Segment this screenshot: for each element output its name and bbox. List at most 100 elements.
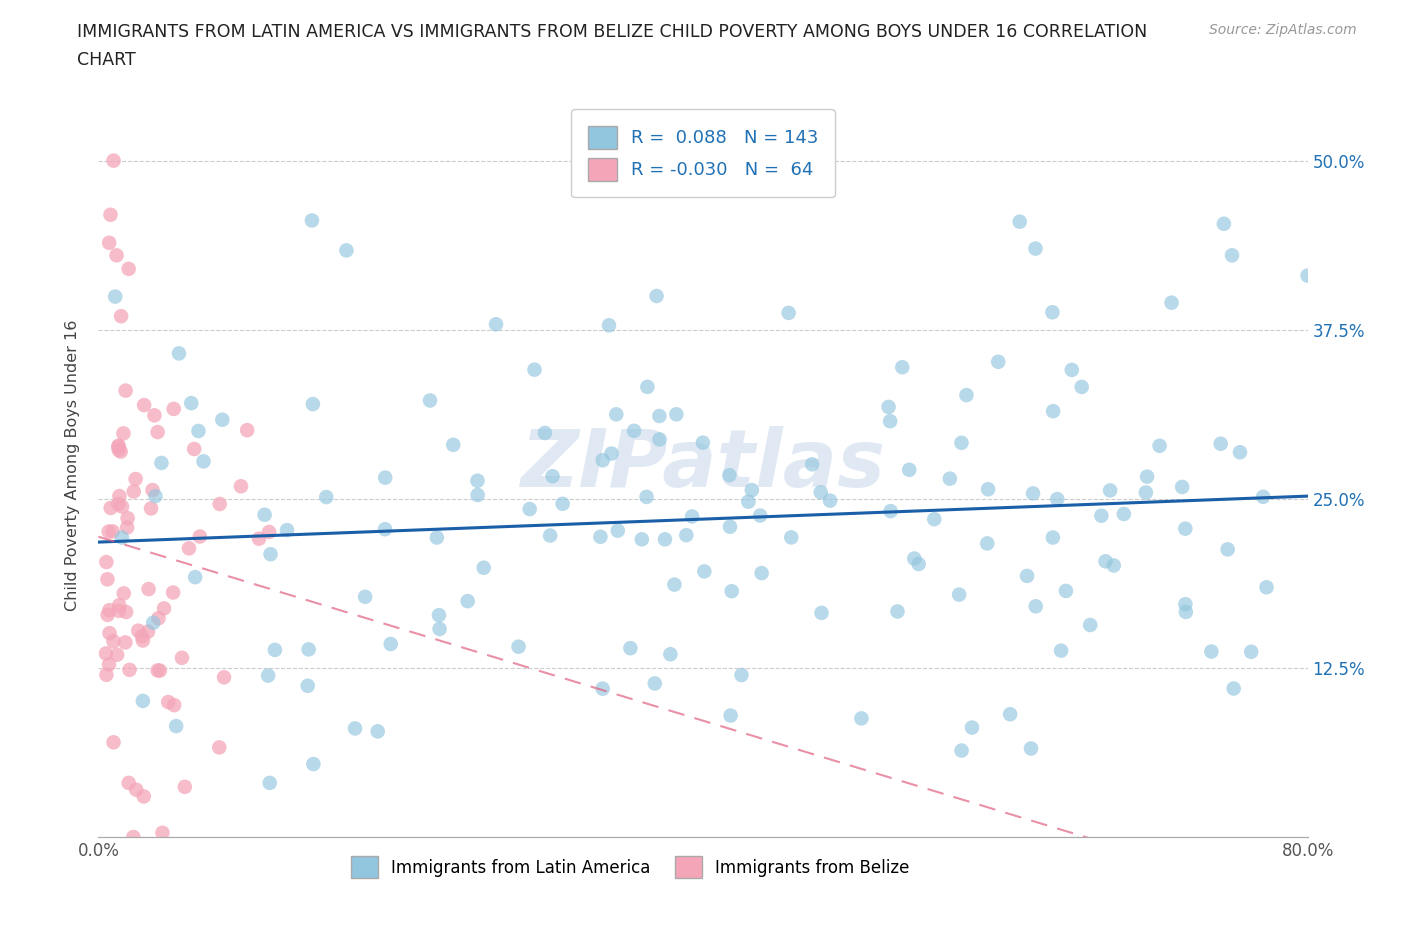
Point xyxy=(523,362,546,377)
Point xyxy=(426,530,449,545)
Point xyxy=(692,435,714,450)
Point xyxy=(592,453,614,468)
Point xyxy=(877,400,900,415)
Point xyxy=(97,607,120,622)
Point xyxy=(193,454,215,469)
Point xyxy=(636,489,658,504)
Point xyxy=(257,525,280,539)
Point xyxy=(1078,618,1101,632)
Point xyxy=(630,532,652,547)
Point xyxy=(879,414,901,429)
Point xyxy=(115,604,138,619)
Point xyxy=(1099,483,1122,498)
Point xyxy=(187,423,209,438)
Point xyxy=(114,383,136,398)
Point xyxy=(886,604,908,619)
Point xyxy=(718,468,741,483)
Point xyxy=(302,757,325,772)
Point xyxy=(720,584,742,599)
Point xyxy=(108,488,131,503)
Point xyxy=(125,782,148,797)
Point xyxy=(97,525,120,539)
Point xyxy=(380,636,402,651)
Point xyxy=(741,483,763,498)
Point xyxy=(467,473,489,488)
Point xyxy=(96,572,118,587)
Point xyxy=(534,426,557,441)
Point xyxy=(114,635,136,650)
Point xyxy=(136,624,159,639)
Point xyxy=(606,524,628,538)
Point xyxy=(960,720,983,735)
Text: Source: ZipAtlas.com: Source: ZipAtlas.com xyxy=(1209,23,1357,37)
Point xyxy=(429,621,451,636)
Point xyxy=(720,708,742,723)
Point xyxy=(1060,363,1083,378)
Point xyxy=(948,587,970,602)
Point xyxy=(665,406,688,421)
Point xyxy=(1017,568,1039,583)
Point xyxy=(142,616,165,631)
Point xyxy=(538,528,561,543)
Point xyxy=(103,153,125,168)
Point xyxy=(165,719,187,734)
Point xyxy=(644,676,666,691)
Point xyxy=(519,501,541,516)
Point xyxy=(1229,445,1251,459)
Point xyxy=(659,646,682,661)
Point xyxy=(374,522,396,537)
Point xyxy=(367,724,389,738)
Point xyxy=(818,493,841,508)
Point xyxy=(1019,741,1042,756)
Point xyxy=(623,423,645,438)
Point xyxy=(751,565,773,580)
Point xyxy=(778,305,800,320)
Point xyxy=(107,438,129,453)
Point xyxy=(143,408,166,423)
Point xyxy=(1024,241,1046,256)
Point xyxy=(1209,436,1232,451)
Point xyxy=(259,547,281,562)
Point xyxy=(354,590,377,604)
Point xyxy=(891,360,914,375)
Point xyxy=(162,585,184,600)
Point xyxy=(98,626,121,641)
Point xyxy=(427,607,450,622)
Point xyxy=(134,398,156,413)
Point xyxy=(1256,579,1278,594)
Point xyxy=(457,593,479,608)
Point xyxy=(1136,470,1159,485)
Point xyxy=(1212,217,1234,232)
Point xyxy=(122,830,145,844)
Point xyxy=(101,524,124,538)
Point xyxy=(467,487,489,502)
Point xyxy=(335,243,357,258)
Point xyxy=(127,623,149,638)
Point xyxy=(1042,530,1064,545)
Point xyxy=(132,789,155,804)
Point xyxy=(131,629,153,644)
Point xyxy=(98,235,121,250)
Point xyxy=(132,633,155,648)
Point xyxy=(472,560,495,575)
Point xyxy=(636,379,658,394)
Point xyxy=(297,678,319,693)
Point xyxy=(1070,379,1092,394)
Point xyxy=(117,511,139,525)
Point xyxy=(108,604,131,618)
Point xyxy=(124,472,146,486)
Point xyxy=(645,288,668,303)
Point xyxy=(851,711,873,725)
Point xyxy=(150,456,173,471)
Point xyxy=(208,497,231,512)
Point xyxy=(654,532,676,547)
Point xyxy=(107,439,129,454)
Point xyxy=(163,698,186,712)
Point xyxy=(259,776,281,790)
Point xyxy=(648,408,671,423)
Point xyxy=(1022,486,1045,501)
Point xyxy=(257,668,280,683)
Point xyxy=(551,497,574,512)
Point xyxy=(110,445,132,459)
Point xyxy=(1251,489,1274,504)
